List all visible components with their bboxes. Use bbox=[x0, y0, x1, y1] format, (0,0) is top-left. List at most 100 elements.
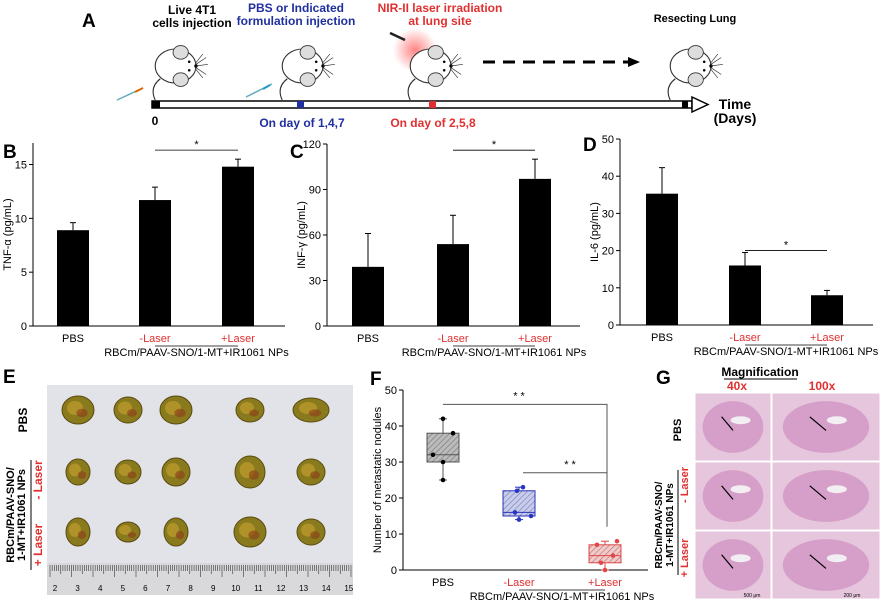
airway bbox=[730, 554, 751, 563]
bar bbox=[352, 266, 384, 326]
chart-b: 0 5 10 15 TNF-α (pg/mL) PBS -Laser +Laser RBCm/P… bbox=[2, 139, 289, 359]
panel-e-lung-photo: E 2 3 4 5 6 7 8 9 10 11 12 13 14 15 PBS RBCm/PAAV-SNO… bbox=[3, 367, 354, 595]
panel-label-f: F bbox=[370, 369, 382, 390]
tissue-region bbox=[782, 539, 870, 591]
scale-bar-40x: 500 μm bbox=[744, 593, 761, 599]
y-tick-label: 30 bbox=[385, 457, 397, 469]
group-label-line2: 1-MT+IR1061 NPs bbox=[665, 483, 676, 567]
ruler-label: 15 bbox=[344, 584, 353, 593]
panel-a-timeline: A Live 4T1 cells injection PBS or Indica… bbox=[82, 1, 756, 130]
panel-label-g: G bbox=[656, 368, 671, 389]
y-tick-label: 15 bbox=[15, 160, 27, 172]
mouse-icon bbox=[279, 45, 336, 100]
box-hatch bbox=[427, 433, 459, 462]
data-point bbox=[512, 510, 518, 515]
lung-lesion bbox=[248, 530, 260, 540]
lung-lesion bbox=[76, 408, 88, 418]
arrow-icon bbox=[809, 554, 827, 569]
data-point bbox=[450, 430, 456, 436]
magnification-title: Magnification bbox=[721, 365, 798, 379]
ruler-label: 5 bbox=[121, 584, 126, 593]
step1-line1: Live 4T1 bbox=[168, 3, 216, 17]
y-tick-label: 0 bbox=[608, 320, 614, 332]
airway bbox=[730, 416, 751, 425]
ruler-label: 6 bbox=[143, 584, 148, 593]
mouse-icon bbox=[407, 45, 464, 100]
y-tick-label: 10 bbox=[385, 529, 397, 541]
ruler-label: 14 bbox=[322, 584, 331, 593]
data-point bbox=[528, 513, 534, 519]
significance-star: * * bbox=[513, 390, 525, 402]
y-tick-label: 30 bbox=[309, 276, 321, 288]
significance-star: * bbox=[492, 139, 497, 151]
arrow-icon bbox=[809, 416, 827, 431]
y-tick-label: 20 bbox=[385, 493, 397, 505]
panel-label-a: A bbox=[82, 11, 96, 32]
tissue-region bbox=[702, 401, 764, 453]
y-axis-label: TNF-α (pg/mL) bbox=[2, 198, 14, 270]
bar bbox=[57, 230, 89, 326]
group-label-line1: RBCm/PAAV-SNO/ bbox=[5, 467, 17, 563]
lung-lesion bbox=[249, 409, 259, 417]
group-label: RBCm/PAAV-SNO/1-MT+IR1061 NPs bbox=[402, 347, 587, 359]
bar bbox=[437, 244, 469, 326]
box-hatch bbox=[503, 490, 535, 516]
arrow-icon bbox=[809, 485, 827, 500]
mouse-icon bbox=[667, 45, 724, 100]
x-tick-label: -Laser bbox=[437, 333, 469, 345]
x-tick-label: PBS bbox=[651, 332, 673, 344]
x-tick-label: +Laser bbox=[221, 333, 255, 345]
day-zero: 0 bbox=[152, 114, 159, 128]
x-tick-label: -Laser bbox=[503, 577, 535, 589]
arrow-icon bbox=[721, 554, 734, 569]
y-axis-label: IL-6 (pg/mL) bbox=[589, 202, 601, 262]
days-label: (Days) bbox=[714, 110, 757, 126]
x-tick-label: +Laser bbox=[518, 333, 552, 345]
airway bbox=[730, 485, 751, 494]
laser-days: On day of 2,5,8 bbox=[390, 116, 476, 130]
ruler-label: 8 bbox=[188, 584, 193, 593]
injection-marker bbox=[297, 101, 304, 108]
lung-highlight bbox=[167, 523, 179, 537]
airway bbox=[826, 416, 847, 425]
step3-line2: at lung site bbox=[408, 14, 472, 28]
y-tick-label: 0 bbox=[315, 321, 321, 333]
data-point bbox=[602, 567, 608, 573]
data-point bbox=[514, 488, 520, 494]
step4-label: Resecting Lung bbox=[654, 13, 737, 25]
lung-lesion bbox=[248, 470, 260, 480]
laser-icon bbox=[389, 31, 406, 42]
row-label-plus-laser: + Laser bbox=[31, 523, 45, 566]
data-point bbox=[614, 538, 620, 544]
airway bbox=[826, 554, 847, 563]
tissue-region bbox=[702, 470, 764, 522]
airway bbox=[826, 485, 847, 494]
lung-lesion bbox=[127, 409, 137, 417]
tissue-region bbox=[702, 539, 764, 591]
ruler-label: 11 bbox=[254, 584, 263, 593]
data-point bbox=[440, 477, 446, 483]
step3-line1: NIR-II laser irradiation bbox=[378, 1, 503, 15]
group-label: RBCm/PAAV-SNO/1-MT+IR1061 NPs bbox=[104, 347, 289, 359]
group-label-line2: 1-MT+IR1061 NPs bbox=[16, 469, 28, 561]
y-tick-label: 120 bbox=[303, 139, 321, 151]
x-tick-label: PBS bbox=[62, 333, 84, 345]
data-point bbox=[598, 560, 604, 566]
box-hatch bbox=[589, 544, 621, 563]
panel-g-histology: G Magnification 40x 100x PBS RBCm/PAAV-S… bbox=[654, 365, 880, 600]
col-40x: 40x bbox=[727, 379, 747, 393]
lung-lesion bbox=[308, 409, 322, 417]
panel-label-e: E bbox=[3, 367, 16, 388]
arrow-icon bbox=[721, 485, 734, 500]
y-tick-label: 60 bbox=[309, 230, 321, 242]
ruler-label: 9 bbox=[211, 584, 216, 593]
lung-lesion bbox=[127, 471, 137, 479]
y-tick-label: 5 bbox=[21, 267, 27, 279]
step2-line2: formulation injection bbox=[237, 14, 356, 28]
y-tick-label: 90 bbox=[309, 185, 321, 197]
y-tick-label: 20 bbox=[602, 246, 614, 258]
bar bbox=[811, 295, 843, 325]
time-label: Time bbox=[719, 96, 752, 112]
significance-star: * bbox=[194, 139, 199, 151]
